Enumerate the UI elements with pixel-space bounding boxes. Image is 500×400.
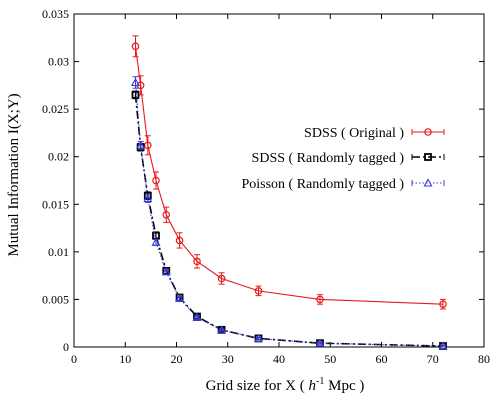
x-tick-label: 10 — [119, 352, 131, 366]
series-line — [134, 46, 444, 305]
data-point — [192, 312, 202, 322]
legend-label: Poisson ( Randomly tagged ) — [241, 177, 404, 192]
data-point — [217, 325, 227, 334]
legend-label: SDSS ( Randomly tagged ) — [252, 151, 405, 166]
y-tick-label: 0.025 — [42, 102, 69, 116]
y-tick-label: 0.005 — [42, 292, 69, 306]
data-point — [439, 300, 447, 308]
data-point — [162, 210, 171, 219]
data-point — [161, 267, 171, 276]
data-point — [131, 42, 140, 51]
data-point — [217, 274, 226, 283]
data-point — [151, 237, 161, 246]
x-tick-label: 70 — [427, 352, 439, 366]
data-point — [143, 193, 153, 203]
axes: 0 10 20 30 40 50 60 70 80 0 0.005 0.01 0.015 0.02 0.02… — [42, 7, 490, 366]
legend-marker — [424, 128, 432, 136]
legend-label: SDSS ( Original ) — [304, 126, 404, 141]
y-tick-label: 0 — [63, 340, 69, 354]
series-0 — [131, 35, 447, 310]
x-tick-label: 80 — [478, 352, 490, 366]
legend: SDSS ( Original ) SDSS ( Randomly tagged … — [241, 126, 445, 192]
y-tick-label: 0.035 — [42, 7, 69, 21]
data-point — [315, 338, 325, 347]
data-point — [253, 333, 264, 342]
data-point — [316, 295, 324, 304]
data-point — [175, 236, 184, 245]
data-point — [130, 77, 141, 87]
y-tick-label: 0.03 — [48, 55, 69, 69]
data-point — [131, 90, 140, 99]
x-tick-label: 50 — [324, 352, 336, 366]
y-tick-label: 0.01 — [48, 245, 69, 259]
x-tick-label: 40 — [273, 352, 285, 366]
data-point — [193, 257, 201, 266]
y-tick-label: 0.015 — [42, 197, 69, 211]
data-point — [152, 176, 160, 185]
x-tick-label: 30 — [222, 352, 234, 366]
x-axis-title-main: Grid size for X ( — [206, 378, 309, 394]
x-axis-title-exponent: -1 — [316, 376, 324, 387]
series-2 — [130, 76, 448, 350]
x-tick-label: 60 — [376, 352, 388, 366]
data-point — [136, 140, 146, 149]
x-tick-label: 20 — [171, 352, 183, 366]
data-point — [438, 341, 448, 350]
data-point — [144, 141, 152, 150]
data-point — [175, 293, 185, 303]
series-line — [134, 82, 444, 347]
x-axis-title-tail: Mpc ) — [324, 378, 364, 394]
x-axis-title: Grid size for X ( h-1 Mpc ) — [206, 376, 365, 394]
series-layer — [130, 35, 448, 350]
data-point — [254, 287, 263, 295]
y-axis-title: Mutual Information I(X;Y) — [6, 93, 22, 256]
legend-marker — [423, 178, 433, 187]
y-tick-label: 0.02 — [48, 150, 69, 164]
legend-marker — [424, 153, 432, 161]
x-axis-title-unit: h — [309, 378, 317, 394]
x-tick-label: 0 — [71, 352, 77, 366]
